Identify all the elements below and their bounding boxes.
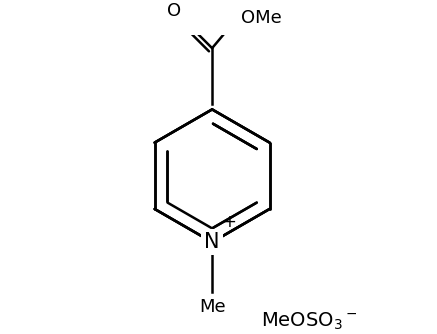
Text: N: N bbox=[205, 232, 220, 252]
Text: Me: Me bbox=[199, 298, 225, 316]
Text: O: O bbox=[167, 2, 181, 20]
Text: +: + bbox=[222, 213, 236, 231]
Text: OMe: OMe bbox=[240, 9, 281, 26]
Text: MeOSO$_3$$^-$: MeOSO$_3$$^-$ bbox=[260, 311, 357, 332]
